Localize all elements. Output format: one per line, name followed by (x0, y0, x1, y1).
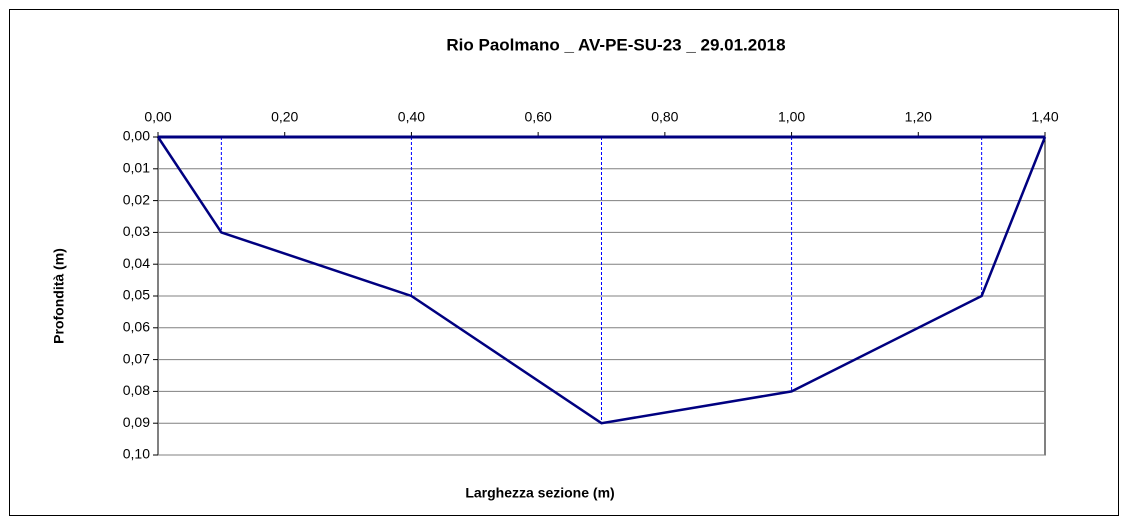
y-tick-label: 0,00 (123, 128, 150, 144)
x-tick-label: 1,40 (1031, 109, 1058, 125)
y-axis-label: Profondità (m) (51, 248, 67, 344)
x-tick-label: 0,40 (398, 109, 425, 125)
x-tick-label: 0,80 (651, 109, 678, 125)
y-tick-label: 0,10 (123, 446, 150, 462)
x-axis-label: Larghezza sezione (m) (465, 485, 614, 501)
series-line (156, 136, 1047, 425)
y-tick-label: 0,02 (123, 191, 150, 207)
y-tick-label: 0,06 (123, 319, 150, 335)
y-tick-label: 0,03 (123, 223, 150, 239)
x-tick-label: 0,00 (144, 109, 171, 125)
y-tick-label: 0,08 (123, 382, 150, 398)
x-tick-label: 1,20 (905, 109, 932, 125)
y-tick-label: 0,09 (123, 414, 150, 430)
x-tick-label: 1,00 (778, 109, 805, 125)
y-tick-label: 0,07 (123, 350, 150, 366)
x-tick-label: 0,20 (271, 109, 298, 125)
x-tick-label: 0,60 (525, 109, 552, 125)
y-tick-label: 0,01 (123, 160, 150, 176)
chart-title: Rio Paolmano _ AV-PE-SU-23 _ 29.01.2018 (446, 35, 785, 54)
y-tick-label: 0,04 (123, 255, 150, 271)
y-tick-label: 0,05 (123, 287, 150, 303)
